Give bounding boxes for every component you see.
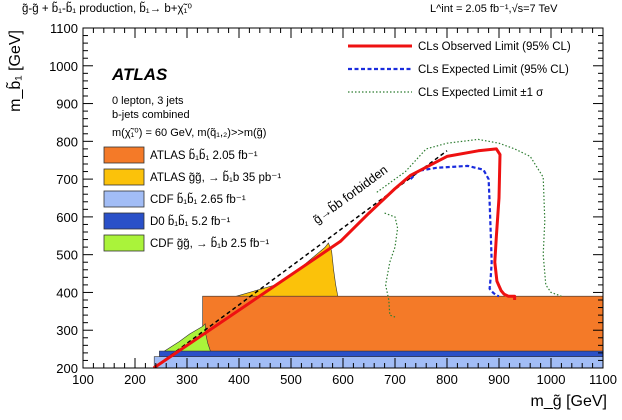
- y-tick-label: 300: [56, 323, 78, 338]
- region-3: [163, 323, 211, 352]
- y-tick-label: 400: [56, 285, 78, 300]
- y-tick-label: 600: [56, 210, 78, 225]
- x-tick-label: 300: [176, 372, 198, 387]
- legend-line-label: CLs Expected Limit ±1 σ: [418, 87, 543, 99]
- x-axis-title: m_g̃ [GeV]: [531, 393, 607, 410]
- y-tick-label: 500: [56, 248, 78, 263]
- y-axis-title: m_b̃₁ [GeV]: [4, 30, 24, 112]
- expected-limit-curve: [409, 164, 500, 298]
- y-tick-label: 1000: [49, 59, 78, 74]
- legend-regions: ATLAS b̃₁b̃₁ 2.05 fb⁻¹ ATLAS g̃g̃, → b̃₁b…: [103, 146, 281, 252]
- legend-swatch: [103, 190, 145, 208]
- x-tick-label: 1100: [589, 372, 617, 387]
- x-tick-label: 100: [72, 372, 94, 387]
- legend-label: ATLAS g̃g̃, → b̃₁b 35 pb⁻¹: [150, 171, 281, 184]
- y-tick-label: 1100: [50, 21, 78, 36]
- expected-band-upper-curve: [376, 138, 562, 297]
- region-2: [202, 295, 603, 352]
- legend-limits: CLs Observed Limit (95% CL) CLs Expected …: [348, 41, 571, 99]
- legend-swatch: [103, 146, 145, 164]
- x-tick-label: 900: [488, 372, 510, 387]
- legend-line-label: CLs Observed Limit (95% CL): [418, 41, 571, 53]
- x-tick-label: 600: [332, 372, 354, 387]
- region-0: [153, 356, 603, 368]
- y-tick-label: 200: [56, 361, 78, 376]
- mass-assumption: m(χ̃₁⁰) = 60 GeV, m(q̃₁,₂)>>m(g̃): [112, 127, 266, 139]
- x-tick-label: 400: [228, 372, 250, 387]
- observed-limit-curve: [152, 147, 517, 368]
- legend-swatch: [103, 234, 145, 252]
- legend-swatch: [103, 168, 145, 186]
- experiment-label: ATLAS: [111, 65, 168, 84]
- region-4: [236, 242, 339, 297]
- y-tick-label: 800: [56, 134, 78, 149]
- x-tick-label: 1000: [537, 372, 566, 387]
- selection-line-2: b-jets combined: [112, 109, 190, 121]
- luminosity-label: L^int = 2.05 fb⁻¹,√s=7 TeV: [430, 3, 558, 15]
- legend-line-label: CLs Expected Limit (95% CL): [418, 64, 569, 76]
- legend-label: CDF g̃g̃, → b̃₁b 2.5 fb⁻¹: [150, 237, 269, 250]
- x-tick-label: 700: [384, 372, 406, 387]
- legend-label: D0 b̃₁b̃₁ 5.2 fb⁻¹: [150, 215, 230, 228]
- legend-label: ATLAS b̃₁b̃₁ 2.05 fb⁻¹: [150, 149, 258, 162]
- legend-label: CDF b̃₁b̃₁ 2.65 fb⁻¹: [150, 193, 246, 206]
- region-1: [159, 350, 603, 358]
- y-tick-label: 700: [56, 172, 78, 187]
- x-tick-label: 200: [124, 372, 146, 387]
- forbidden-label: g̃→b̃b forbidden: [310, 162, 391, 227]
- chart-title: g̃-g̃ + b̃₁-b̃₁ production, b̃₁→ b+χ̃₁⁰: [22, 2, 192, 15]
- plot-area: [152, 138, 603, 368]
- x-tick-label: 500: [280, 372, 302, 387]
- x-tick-label: 800: [436, 372, 458, 387]
- selection-line-1: 0 lepton, 3 jets: [112, 95, 184, 107]
- axes: 100 200 300 400 500 600 700 800 900 1000 110020030…: [49, 21, 617, 387]
- y-tick-label: 900: [56, 97, 78, 112]
- legend-swatch: [103, 212, 145, 230]
